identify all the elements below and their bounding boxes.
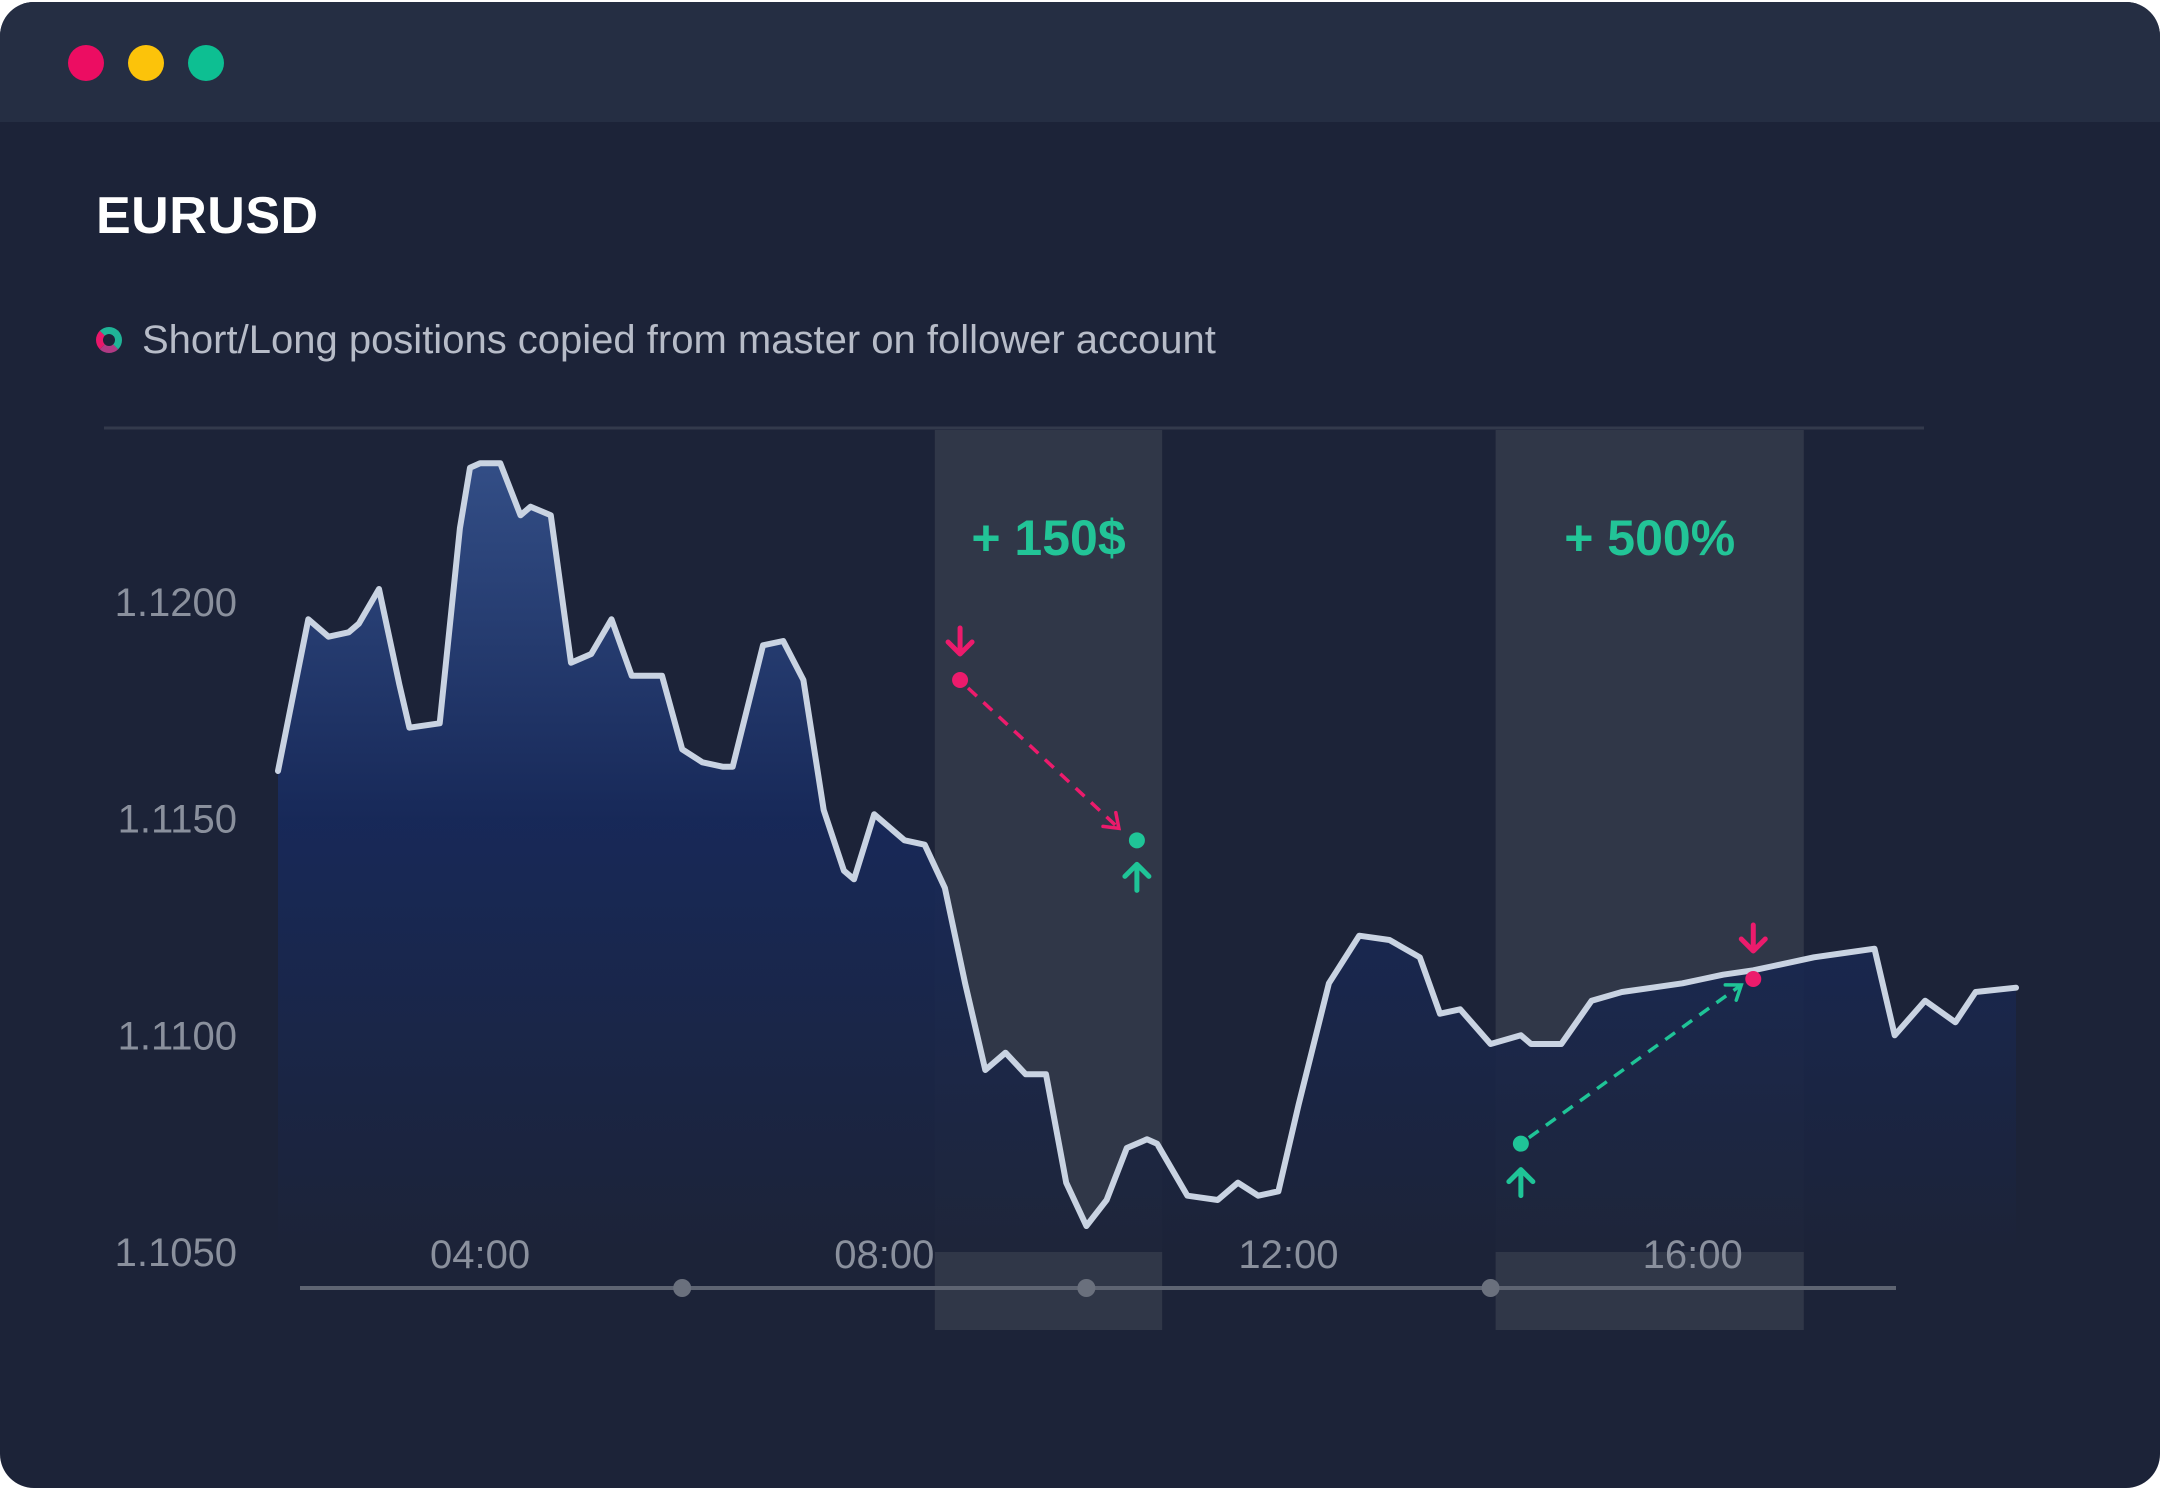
x-tick-label: 08:00 — [834, 1233, 934, 1277]
price-line — [275, 460, 2019, 1229]
close-window-button[interactable] — [68, 45, 104, 81]
long-exit-arrow — [1738, 922, 1768, 954]
x-tick-label: 04:00 — [430, 1233, 530, 1277]
timeline-marker — [1077, 1279, 1096, 1297]
long-exit-point — [1745, 971, 1762, 987]
window-titlebar — [0, 2, 2160, 122]
trade-path-head — [1101, 810, 1122, 831]
x-tick-label: 12:00 — [1238, 1233, 1338, 1277]
minimize-window-button[interactable] — [128, 45, 164, 81]
symbol-title: EURUSD — [96, 187, 319, 245]
timeline-marker — [673, 1279, 692, 1297]
trade-path — [966, 686, 1121, 830]
legend: Short/Long positions copied from master … — [96, 314, 1216, 366]
x-tick-label: 16:00 — [1643, 1233, 1743, 1277]
y-tick-label: 1.1200 — [115, 581, 237, 625]
y-tick-label: 1.1150 — [118, 798, 237, 842]
timeline-marker — [1481, 1279, 1500, 1297]
price-area — [278, 463, 2016, 1252]
y-tick-label: 1.1050 — [115, 1231, 237, 1275]
trade-path — [1527, 983, 1743, 1140]
trade-path-head — [1723, 983, 1744, 1002]
short-entry-arrow — [945, 625, 975, 657]
gain-label: + 150$ — [971, 510, 1126, 566]
long-entry-point — [1512, 1135, 1529, 1152]
ring-icon — [96, 327, 122, 353]
gain-label: + 500% — [1564, 510, 1735, 566]
legend-text: Short/Long positions copied from master … — [142, 317, 1216, 362]
y-tick-label: 1.1100 — [118, 1014, 237, 1058]
maximize-window-button[interactable] — [188, 45, 224, 81]
short-entry-point — [952, 672, 969, 688]
long-entry-arrow — [1506, 1167, 1536, 1199]
short-exit-point — [1128, 832, 1145, 849]
short-exit-arrow — [1122, 861, 1152, 893]
